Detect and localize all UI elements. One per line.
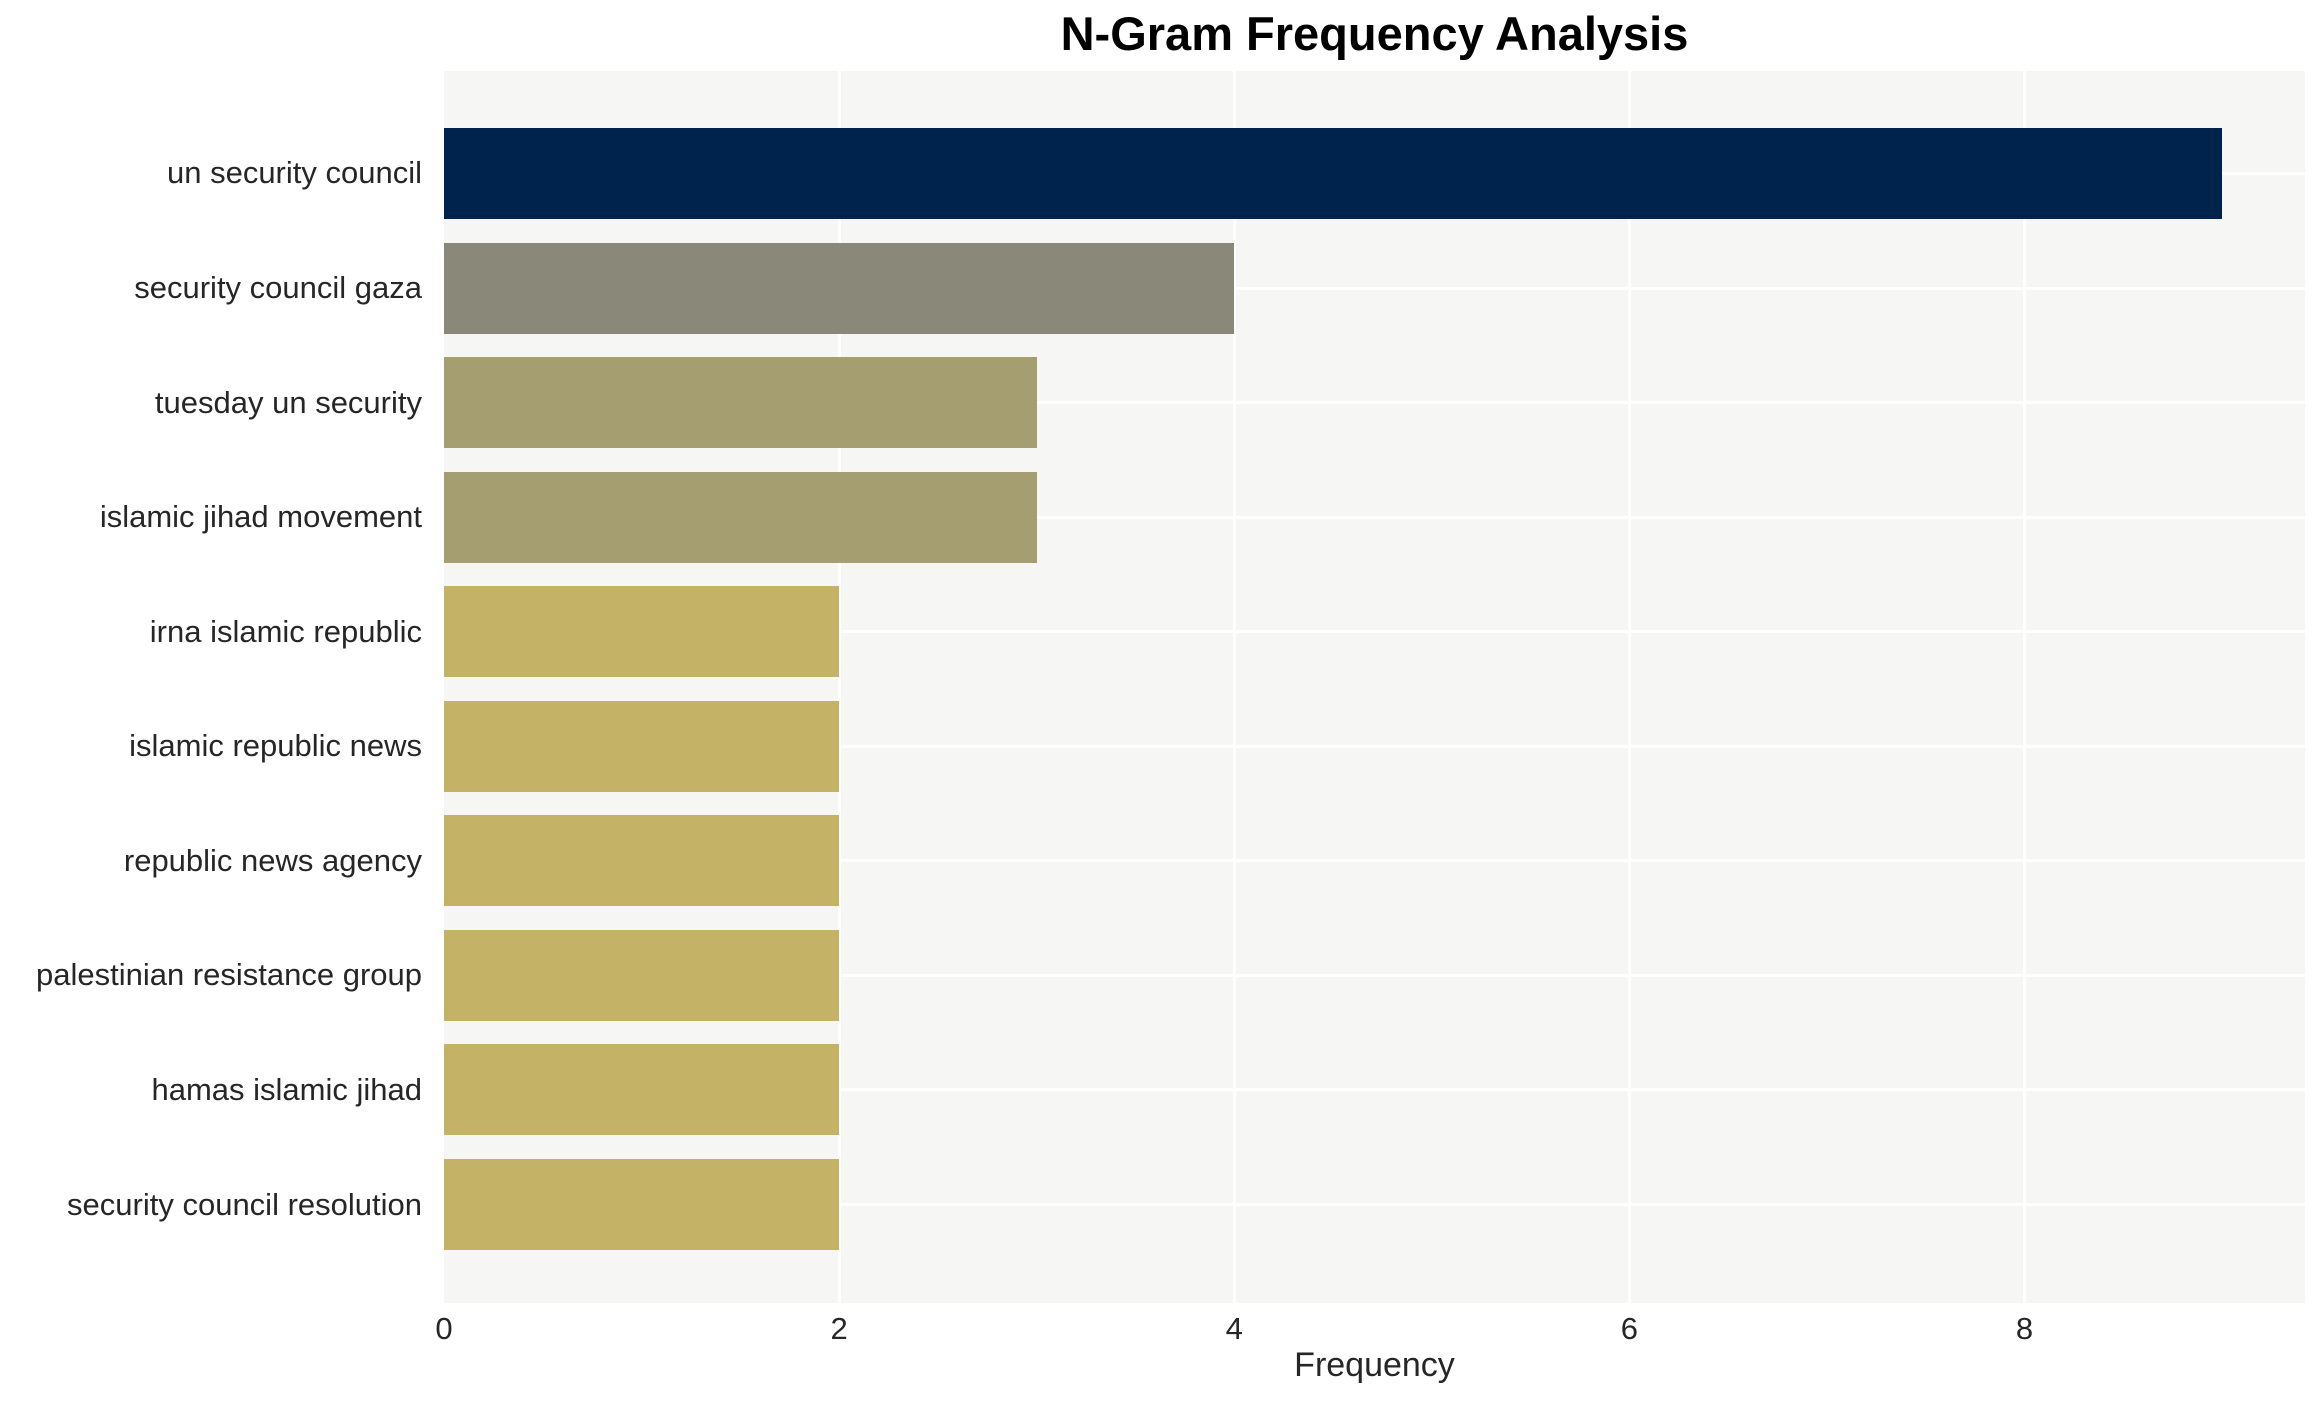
bar-irna-islamic-republic	[444, 586, 840, 678]
y-gridline	[444, 1203, 2305, 1207]
y-gridline	[444, 286, 2305, 290]
x-gridline-4	[1232, 71, 1236, 1303]
bar-palestinian-resistance-group	[444, 929, 840, 1021]
y-gridline	[444, 630, 2305, 634]
bar-security-council-gaza	[444, 242, 1235, 334]
y-tick-label: islamic jihad movement	[99, 499, 422, 535]
x-gridline-6	[1627, 71, 1631, 1303]
x-tick-label-2: 2	[830, 1311, 848, 1346]
y-gridline	[444, 973, 2305, 977]
x-tick-label-8: 8	[2015, 1311, 2034, 1346]
x-axis-title: Frequency	[1294, 1346, 1455, 1384]
y-tick-label: palestinian resistance group	[35, 957, 422, 993]
y-tick-label: irna islamic republic	[149, 613, 422, 649]
bar-security-council-resolution	[444, 1159, 840, 1251]
chart-title: N-Gram Frequency Analysis	[1060, 7, 1689, 60]
x-tick-label-6: 6	[1620, 1311, 1638, 1346]
y-tick-label: security council gaza	[134, 270, 422, 306]
bar-islamic-republic-news	[444, 700, 840, 792]
bar-republic-news-agency	[444, 815, 840, 907]
y-tick-label: un security council	[166, 155, 422, 191]
x-tick-label-4: 4	[1225, 1311, 1243, 1346]
y-gridline	[444, 401, 2305, 405]
y-tick-label: islamic republic news	[129, 728, 422, 764]
y-gridline	[444, 859, 2305, 863]
bar-islamic-jihad-movement	[444, 471, 1037, 563]
y-tick-label: security council resolution	[67, 1186, 422, 1222]
y-tick-label: hamas islamic jihad	[151, 1071, 423, 1107]
y-tick-label: tuesday un security	[154, 384, 422, 420]
y-gridline	[444, 515, 2305, 519]
bar-tuesday-un-security	[444, 357, 1037, 449]
bar-un-security-council	[444, 127, 2223, 219]
y-gridline	[444, 1088, 2305, 1092]
x-tick-label-0: 0	[435, 1311, 453, 1346]
plot-area	[444, 71, 2305, 1303]
y-gridline	[444, 744, 2305, 748]
bar-hamas-islamic-jihad	[444, 1044, 840, 1136]
x-gridline-8	[2022, 71, 2026, 1303]
x-gridline-2	[837, 71, 841, 1303]
y-axis: un security council security council gaza…	[0, 71, 422, 1303]
y-tick-label: republic news agency	[123, 842, 422, 878]
